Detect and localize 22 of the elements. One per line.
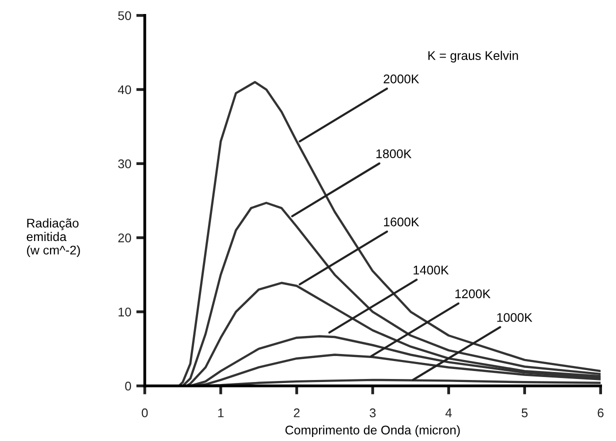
x-tick-label: 5 [522,408,528,418]
annotation: 1400K [414,266,449,275]
y-tick-label: 40 [118,85,132,94]
annotation: K = graus Kelvin [428,50,518,62]
annotation: 2000K [384,74,420,84]
x-tick-label: 6 [598,408,604,418]
y-tick-label: 10 [118,308,132,316]
annotation: 1800K [376,149,412,158]
y-axis-title: Radiação emitida (w cm^-2) [26,218,80,258]
annotation: 1600K [384,217,420,226]
y-tick-label: 20 [118,234,132,242]
y-tick-label: 0 [125,382,132,391]
x-tick-label: 3 [370,408,376,418]
annotation: 1200K [455,289,490,298]
x-axis-title: Comprimento de Onda (micron) [285,425,460,437]
annotation: 1000K [497,313,532,322]
x-tick-label: 0 [142,408,148,418]
x-tick-label: 1 [218,408,224,418]
x-tick-label: 4 [445,408,452,418]
x-tick-label: 2 [294,408,300,418]
y-tick-label: 50 [118,11,132,20]
y-tick-label: 30 [118,159,132,168]
